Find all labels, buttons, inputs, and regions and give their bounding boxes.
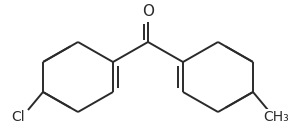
Text: O: O (142, 4, 154, 19)
Text: Cl: Cl (11, 110, 25, 124)
Text: CH₃: CH₃ (263, 110, 289, 124)
